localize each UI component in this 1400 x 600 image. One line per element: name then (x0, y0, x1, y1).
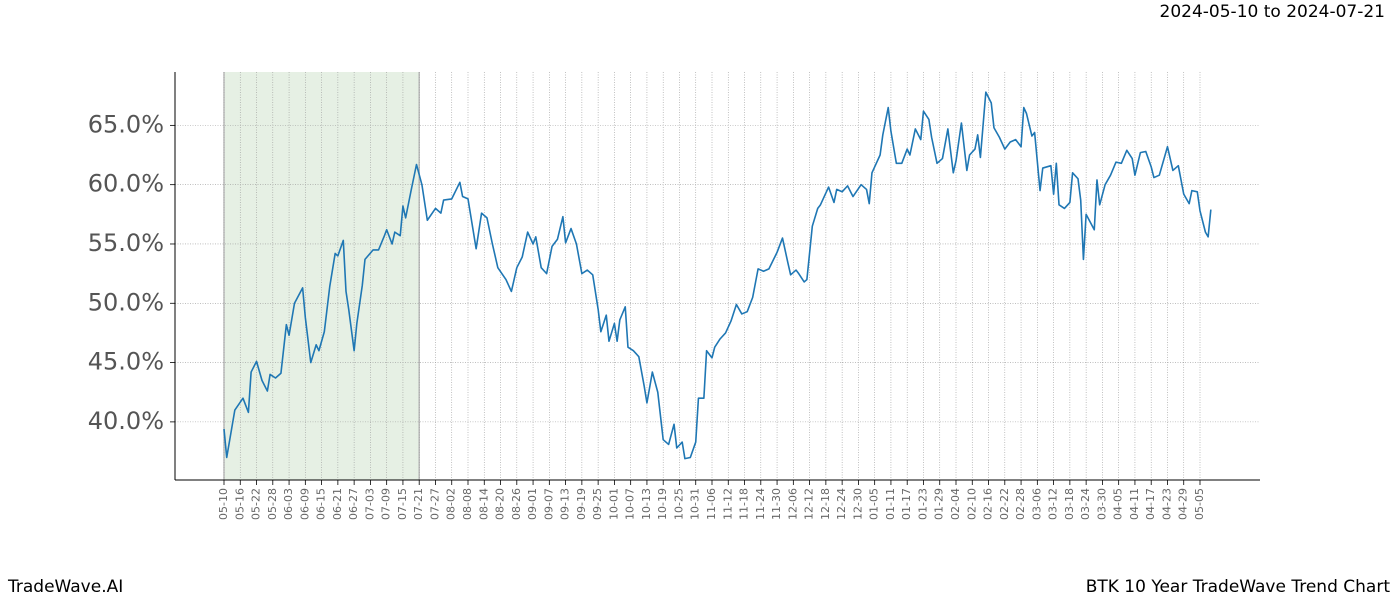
x-tick-label: 01-17 (900, 488, 913, 520)
x-tick-label: 12-30 (851, 488, 864, 520)
y-tick-label: 40.0% (88, 407, 164, 435)
x-tick-label: 12-24 (835, 488, 848, 520)
x-tick-label: 10-19 (656, 488, 669, 520)
y-tick-label: 60.0% (88, 170, 164, 198)
x-tick-label: 02-04 (949, 488, 962, 520)
x-tick-label: 05-16 (233, 488, 246, 520)
x-tick-label: 08-20 (494, 488, 507, 520)
x-tick-label: 03-18 (1063, 488, 1076, 520)
x-tick-label: 04-17 (1144, 488, 1157, 520)
x-tick-label: 08-26 (510, 488, 523, 520)
x-tick-label: 01-23 (916, 488, 929, 520)
x-tick-label: 03-12 (1047, 488, 1060, 520)
x-tick-label: 02-22 (998, 488, 1011, 520)
x-tick-label: 10-31 (689, 488, 702, 520)
x-tick-label: 02-28 (1014, 488, 1027, 520)
x-tick-label: 06-27 (347, 488, 360, 520)
x-tick-label: 01-29 (933, 488, 946, 520)
x-tick-label: 05-10 (217, 488, 230, 520)
x-tick-label: 06-21 (331, 488, 344, 520)
x-tick-label: 02-16 (982, 488, 995, 520)
x-tick-label: 11-24 (754, 488, 767, 520)
x-tick-label: 10-25 (672, 488, 685, 520)
x-tick-label: 08-08 (461, 488, 474, 520)
chart-title: BTK 10 Year TradeWave Trend Chart (1086, 577, 1391, 597)
x-tick-label: 11-30 (770, 488, 783, 520)
x-tick-label: 10-07 (624, 488, 637, 520)
brand: TradeWave.AI (7, 577, 123, 597)
x-tick-label: 06-03 (282, 488, 295, 520)
x-tick-label: 05-22 (250, 488, 263, 520)
x-tick-label: 01-11 (884, 488, 897, 520)
x-tick-label: 11-06 (705, 488, 718, 520)
x-tick-label: 07-15 (396, 488, 409, 520)
x-tick-label: 07-09 (380, 488, 393, 520)
date-range: 2024-05-10 to 2024-07-21 (1160, 2, 1385, 22)
x-tick-label: 04-23 (1160, 488, 1173, 520)
x-tick-label: 01-05 (868, 488, 881, 520)
x-tick-label: 12-12 (803, 488, 816, 520)
x-tick-label: 09-07 (542, 488, 555, 520)
x-tick-label: 10-13 (640, 488, 653, 520)
y-tick-label: 50.0% (88, 288, 164, 316)
x-tick-label: 03-06 (1030, 488, 1043, 520)
x-tick-label: 07-27 (428, 488, 441, 520)
x-tick-label: 03-24 (1079, 488, 1092, 520)
x-tick-label: 09-13 (559, 488, 572, 520)
x-tick-label: 11-12 (721, 488, 734, 520)
x-tick-label: 09-19 (575, 488, 588, 520)
x-tick-label: 07-03 (363, 488, 376, 520)
x-tick-label: 12-06 (786, 488, 799, 520)
x-tick-label: 05-05 (1193, 488, 1206, 520)
x-tick-label: 07-21 (412, 488, 425, 520)
x-tick-label: 06-09 (298, 488, 311, 520)
x-tick-label: 08-02 (445, 488, 458, 520)
highlight-range (224, 72, 420, 480)
x-tick-label: 04-11 (1128, 488, 1141, 520)
y-tick-label: 55.0% (88, 229, 164, 257)
x-tick-label: 08-14 (477, 488, 490, 520)
y-tick-label: 65.0% (88, 110, 164, 138)
x-tick-label: 02-10 (965, 488, 978, 520)
x-tick-label: 03-30 (1095, 488, 1108, 520)
x-tick-label: 09-25 (591, 488, 604, 520)
x-tick-label: 11-18 (738, 488, 751, 520)
x-tick-label: 10-01 (607, 488, 620, 520)
x-tick-label: 12-18 (819, 488, 832, 520)
x-tick-label: 05-28 (266, 488, 279, 520)
x-tick-label: 06-15 (315, 488, 328, 520)
y-tick-label: 45.0% (88, 348, 164, 376)
x-tick-label: 09-01 (526, 488, 539, 520)
trend-line (223, 91, 1212, 460)
x-tick-label: 04-29 (1177, 488, 1190, 520)
x-tick-label: 04-05 (1112, 488, 1125, 520)
